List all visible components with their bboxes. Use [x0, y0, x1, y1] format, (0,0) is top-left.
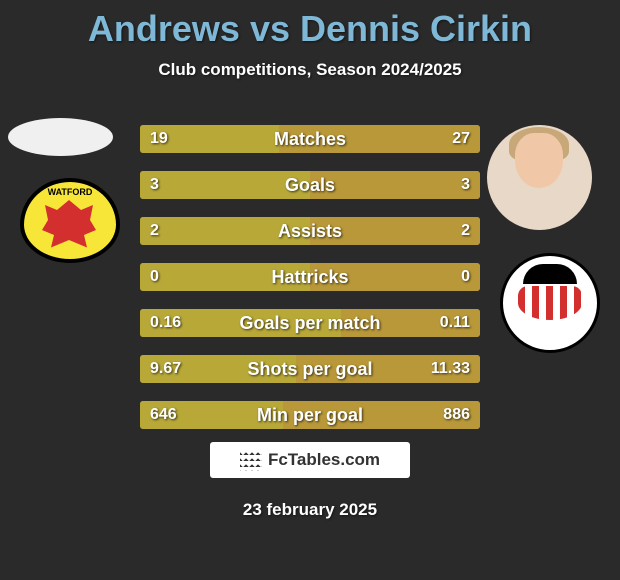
player-left-avatar: [8, 118, 113, 156]
club-right-badge-sunderland: [500, 253, 600, 353]
sunderland-stripes-icon: [518, 286, 582, 320]
subtitle: Club competitions, Season 2024/2025: [0, 60, 620, 80]
stat-label: Shots per goal: [140, 355, 480, 383]
stat-label: Matches: [140, 125, 480, 153]
stat-row: 3Goals3: [140, 171, 480, 199]
stat-label: Assists: [140, 217, 480, 245]
brand-logo: FcTables.com: [210, 442, 410, 478]
stat-value-right: 3: [461, 171, 470, 199]
stat-row: 9.67Shots per goal11.33: [140, 355, 480, 383]
footer-date: 23 february 2025: [0, 500, 620, 520]
stat-row: 2Assists2: [140, 217, 480, 245]
club-left-badge-watford: [20, 178, 120, 263]
stat-row: 19Matches27: [140, 125, 480, 153]
stat-label: Goals: [140, 171, 480, 199]
watford-stag-icon: [39, 200, 99, 250]
stat-row: 0.16Goals per match0.11: [140, 309, 480, 337]
stat-row: 646Min per goal886: [140, 401, 480, 429]
stat-value-right: 11.33: [431, 355, 470, 383]
page-title: Andrews vs Dennis Cirkin: [0, 0, 620, 50]
comparison-bars: 19Matches27 3Goals3 2Assists2 0Hattricks0 0.…: [140, 125, 480, 447]
player-right-avatar: [487, 125, 592, 230]
stat-row: 0Hattricks0: [140, 263, 480, 291]
stat-value-right: 0: [461, 263, 470, 291]
stat-label: Goals per match: [140, 309, 480, 337]
stat-value-right: 0.11: [440, 309, 470, 337]
stat-value-right: 27: [452, 125, 470, 153]
stat-value-right: 2: [461, 217, 470, 245]
stat-label: Hattricks: [140, 263, 480, 291]
stat-value-right: 886: [443, 401, 470, 429]
stat-label: Min per goal: [140, 401, 480, 429]
